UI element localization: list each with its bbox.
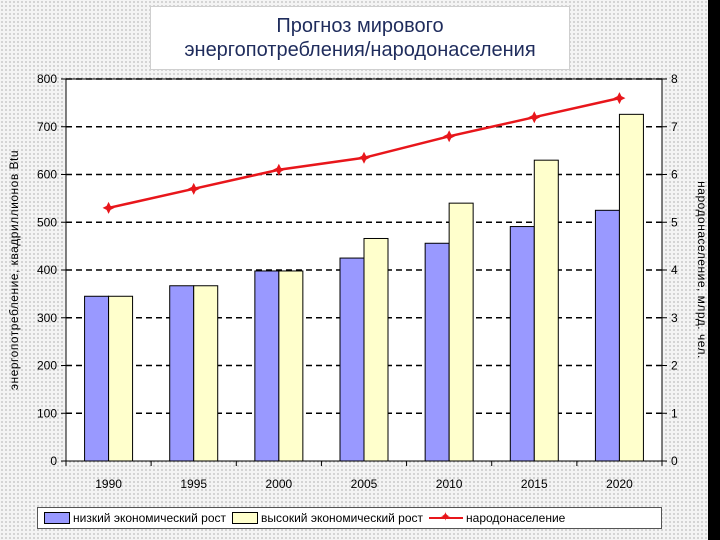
chart-title-box: Прогноз мирового энергопотребления/народ… xyxy=(150,6,570,70)
x-tick-label: 2000 xyxy=(266,477,293,491)
bar xyxy=(169,285,195,462)
legend-swatch-low-growth xyxy=(44,512,70,524)
legend-label-population: народонаселение xyxy=(466,511,566,525)
data-point xyxy=(613,92,626,105)
x-tick-label: 2015 xyxy=(521,477,548,491)
bar xyxy=(594,209,620,462)
legend-swatch-high-growth xyxy=(232,512,259,524)
chart-title-line1: Прогноз мирового xyxy=(276,15,444,37)
bar xyxy=(254,270,280,462)
x-tick-label: 2020 xyxy=(606,477,633,491)
legend: низкий экономический рост высокий эконом… xyxy=(37,507,662,529)
y2-tick-label: 5 xyxy=(671,215,678,229)
data-point xyxy=(102,201,115,214)
data-point xyxy=(187,182,200,195)
legend-item-high-growth: высокий экономический рост xyxy=(232,511,423,525)
frame-border xyxy=(708,0,720,540)
bar xyxy=(509,226,535,462)
y2-axis-title: народонаселение, млрд. чел. xyxy=(695,181,708,359)
chart-canvas: 0 100 200 300 400 500 600 700 800 0 1 2 3 4 5 6 7 8 1990 19… xyxy=(7,72,708,491)
data-point xyxy=(443,130,456,143)
legend-label-low-growth: низкий экономический рост xyxy=(73,511,227,525)
y-tick-label: 200 xyxy=(37,359,57,373)
y-tick-label: 400 xyxy=(37,263,57,277)
x-tick-label: 2005 xyxy=(351,477,378,491)
y2-tick-label: 7 xyxy=(671,120,678,134)
legend-swatch-population xyxy=(429,509,464,525)
chart-title-line2: энергопотребления/народонаселения xyxy=(184,39,536,61)
x-tick-label: 2010 xyxy=(436,477,463,491)
y2-tick-label: 6 xyxy=(671,168,678,182)
data-point xyxy=(528,111,541,124)
y2-tick-label: 2 xyxy=(671,359,678,373)
bar xyxy=(278,270,304,462)
bar xyxy=(84,295,110,462)
y-tick-label: 700 xyxy=(37,120,57,134)
bar xyxy=(193,285,219,462)
bar xyxy=(448,202,474,462)
y-tick-label: 300 xyxy=(37,311,57,325)
bar xyxy=(618,113,644,462)
bar xyxy=(339,257,365,462)
data-point xyxy=(272,163,285,176)
x-tick-label: 1990 xyxy=(95,477,122,491)
data-point xyxy=(358,151,370,164)
bar xyxy=(363,237,389,462)
y2-tick-label: 3 xyxy=(671,311,678,325)
y-tick-label: 800 xyxy=(37,72,57,86)
y2-tick-label: 8 xyxy=(671,72,678,86)
y-tick-label: 100 xyxy=(37,406,57,420)
y-tick-label: 600 xyxy=(37,168,57,182)
legend-item-low-growth: низкий экономический рост xyxy=(44,511,226,525)
y2-tick-label: 1 xyxy=(671,406,678,420)
y2-tick-label: 0 xyxy=(671,454,678,468)
legend-item-population: народонаселение xyxy=(429,509,566,525)
y-axis-title: энергопотребление, квадриллионов Btu xyxy=(7,150,21,390)
bar xyxy=(424,242,450,462)
y2-tick-label: 4 xyxy=(671,263,678,277)
x-tick-label: 1995 xyxy=(180,477,207,491)
bar xyxy=(108,295,134,462)
y-tick-label: 500 xyxy=(37,215,57,229)
bar xyxy=(533,159,559,462)
y-tick-label: 0 xyxy=(50,454,57,468)
legend-label-high-growth: высокий экономический рост xyxy=(261,511,424,525)
